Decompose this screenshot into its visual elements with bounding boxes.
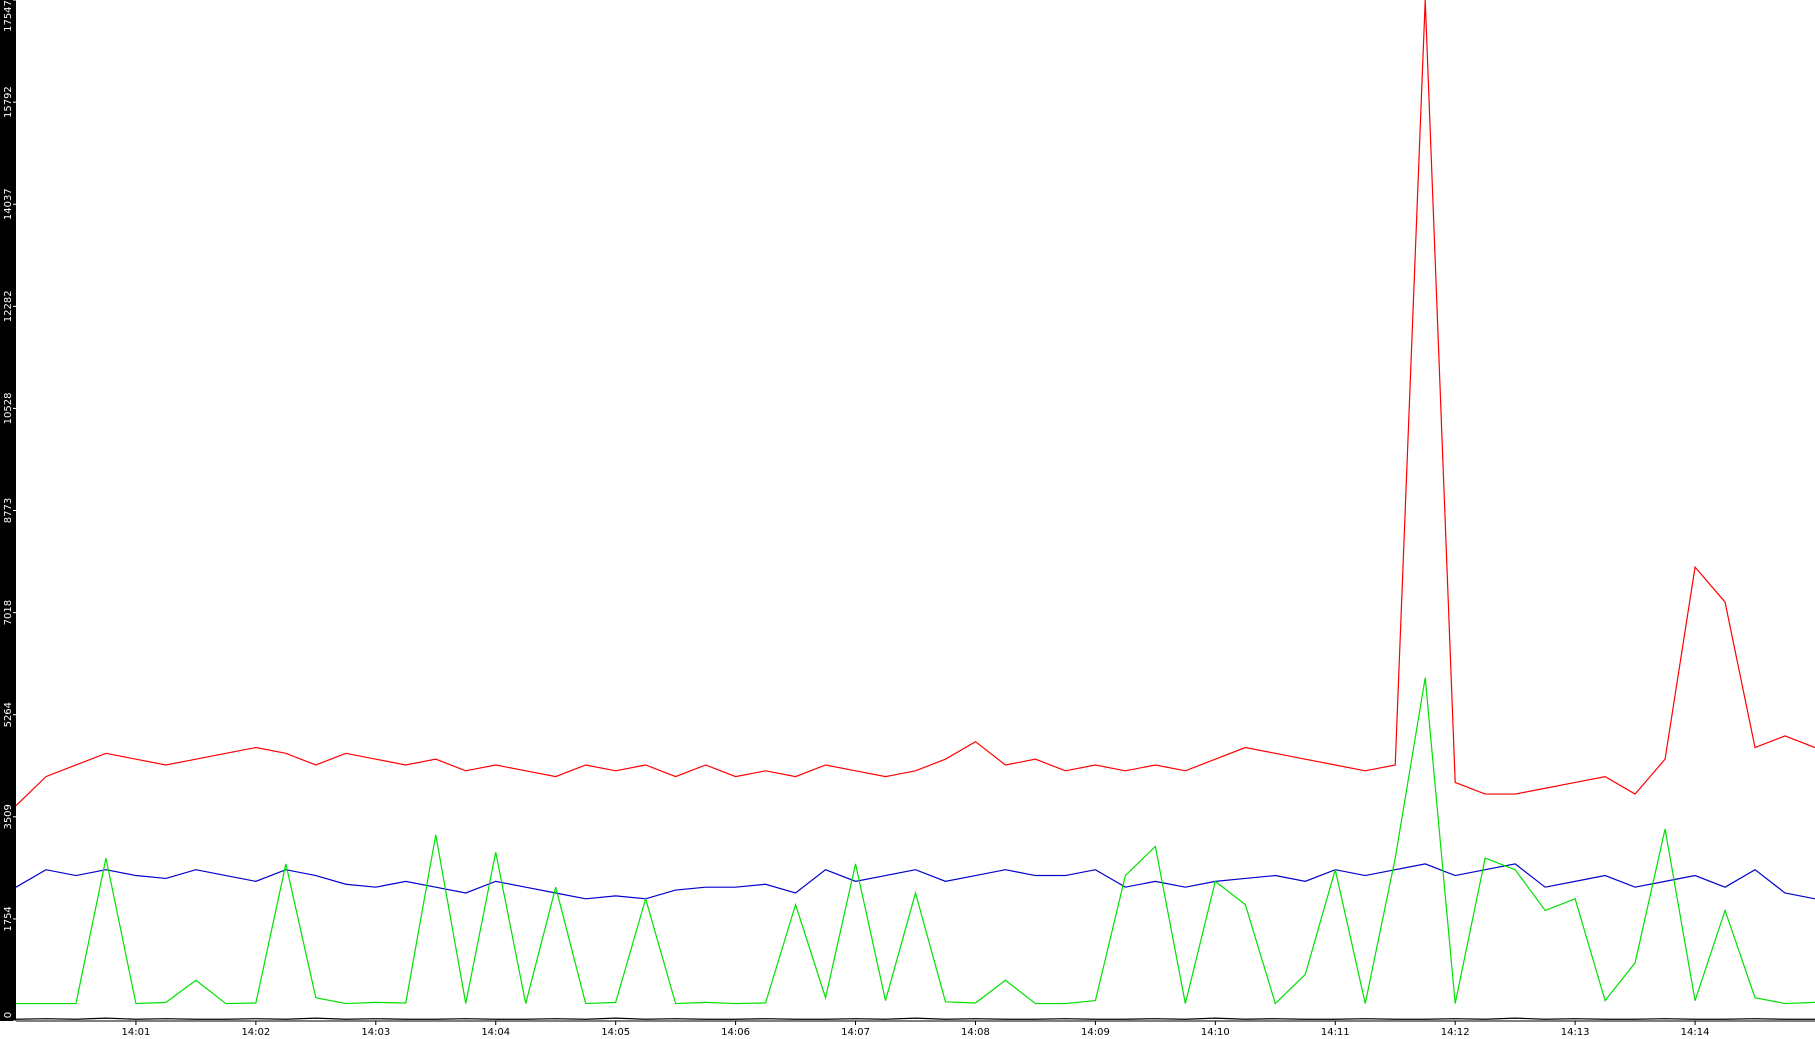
x-tick-label: 14:02: [241, 1027, 270, 1038]
series-line: [15, 0, 1815, 807]
y-tick-label: 3509: [3, 804, 14, 829]
x-tick-label: 14:08: [961, 1027, 990, 1038]
x-tick-label: 14:07: [841, 1027, 870, 1038]
x-tick-label: 14:09: [1081, 1027, 1110, 1038]
y-tick-label: 14037: [3, 188, 14, 220]
y-tick-label: 0: [3, 1012, 14, 1018]
x-tick-label: 14:06: [721, 1027, 750, 1038]
x-tick-label: 14:14: [1681, 1027, 1710, 1038]
y-tick-label: 8773: [3, 498, 14, 523]
x-tick-label: 14:11: [1321, 1027, 1350, 1038]
series-line: [15, 1017, 1815, 1020]
y-tick-label: 10528: [3, 393, 14, 425]
y-axis-strip: [0, 0, 16, 1021]
x-tick-label: 14:03: [361, 1027, 390, 1038]
x-tick-label: 14:12: [1441, 1027, 1470, 1038]
y-tick-label: 17547: [3, 0, 14, 32]
x-tick-label: 14:10: [1201, 1027, 1230, 1038]
x-tick-label: 14:01: [122, 1027, 151, 1038]
y-tick-label: 5264: [3, 702, 14, 727]
x-tick-label: 14:04: [481, 1027, 510, 1038]
series-line: [15, 863, 1815, 900]
y-tick-label: 15792: [3, 86, 14, 118]
x-tick-label: 14:05: [601, 1027, 630, 1038]
y-tick-label: 12282: [3, 290, 14, 322]
series-line: [16, 677, 1815, 1005]
x-tick-label: 14:13: [1561, 1027, 1590, 1038]
y-tick-label: 1754: [3, 906, 14, 931]
y-tick-label: 7018: [3, 600, 14, 625]
